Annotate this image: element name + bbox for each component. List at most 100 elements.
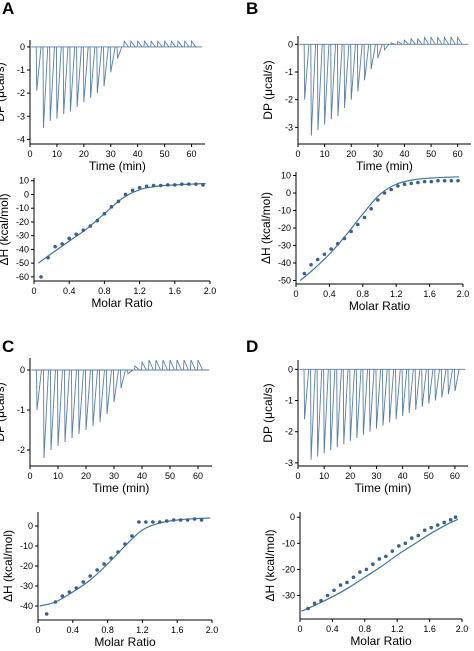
injection-peak [317,44,323,131]
data-point [389,187,393,192]
injection-peak [62,46,69,114]
isotherm-y-axis-label: ΔH (kcal/mol) [263,529,277,601]
injection-peak [85,369,91,431]
fit-curve [299,176,459,281]
injection-peak [96,46,103,94]
isotherm-x-tick-label: 1.2 [133,286,146,296]
thermogram-y-tick-label: -3 [285,122,293,132]
isotherm-y-tick-label: 0 [286,188,291,198]
data-point [453,515,458,520]
injection-peak [323,44,330,125]
injection-peak [130,39,136,48]
thermogram-x-tick-label: 30 [106,149,116,159]
data-point [322,252,327,257]
data-point [422,179,427,184]
injection-peak [410,37,416,45]
injection-peak [453,369,460,392]
injection-peak [382,369,388,426]
thermogram-y-axis-label: DP (μcal/s) [261,383,275,442]
isotherm-y-tick-label: -10 [282,538,295,548]
injection-peak [49,46,55,121]
isotherm-x-tick-label: 2.0 [206,625,219,635]
fit-curve [38,182,206,264]
injection-peak [134,365,140,371]
isotherm-y-axis-label: ΔH (kcal/mol) [259,192,273,264]
thermogram-y-tick-label: -1 [17,65,25,75]
isotherm-x-tick-label: 0.4 [323,289,336,299]
data-point [377,557,382,561]
data-point [165,183,170,187]
isotherm-y-tick-label: 10 [19,176,29,186]
isotherm-x-axis-label: Molar Ratio [350,634,412,648]
injection-peak [123,39,129,48]
data-point [144,184,149,189]
data-point [81,580,86,584]
data-point [151,520,155,524]
thermogram-x-tick-label: 50 [424,471,434,481]
injection-peak [64,369,70,443]
injection-peak [148,359,154,371]
injection-peak [330,44,336,120]
injection-peak [170,39,177,48]
data-point [416,533,421,538]
injection-peak [127,369,133,375]
data-point [396,184,400,188]
injection-peak [89,46,96,98]
thermogram-y-tick-label: -1 [285,67,293,77]
isotherm-x-tick-label: 0 [35,625,40,635]
thermogram-x-tick-label: 20 [81,471,91,481]
isotherm-x-axis-label: Molar Ratio [91,296,153,310]
injection-peak [109,46,116,73]
data-point [185,518,190,522]
injection-peak [390,42,396,45]
injection-peak [162,359,168,371]
injection-peak [323,369,329,454]
isotherm-x-tick-label: 2.0 [457,289,470,299]
thermogram-y-tick-label: -4 [17,134,25,144]
isotherm-x-tick-label: 1.2 [390,289,403,299]
data-point [335,241,340,246]
thermogram-y-tick-label: -2 [285,95,293,105]
data-point [67,590,72,594]
isotherm-x-tick-label: 0.8 [101,625,114,635]
data-point [349,229,353,234]
injection-peak [92,369,98,427]
injection-peak [350,44,356,100]
data-point [315,257,320,262]
data-point [74,586,79,590]
thermogram-x-axis-label: Time (min) [93,481,150,495]
isotherm-y-tick-label: -50 [278,276,291,286]
isotherm-y-tick-label: -30 [282,591,295,601]
injection-peak [416,37,423,45]
data-point [109,205,114,209]
thermogram-x-axis-label: Time (min) [89,159,146,173]
data-point [74,232,79,237]
isotherm-y-tick-label: -20 [282,564,295,574]
data-point [371,562,375,566]
data-point [376,198,380,202]
panel-a: A 0 10 20 30 40 50 60 0 -1 -2 -3 -4 Time (min) DP (μca… [0,0,216,310]
data-point [102,562,106,566]
data-point [456,178,460,183]
injection-peak [310,44,317,136]
isotherm-y-tick-label: 10 [281,171,291,181]
injection-peak [50,369,56,451]
data-point [309,262,313,267]
fit-curve [301,518,459,612]
isotherm-y-tick-label: -20 [20,561,33,571]
injection-peak [450,35,456,45]
isotherm-y-tick-label: -30 [278,241,291,251]
injection-peak [368,369,375,432]
thermogram-y-tick-label: -2 [17,88,25,98]
injection-peak [99,369,105,423]
data-point [442,178,447,183]
thermogram-x-tick-label: 30 [109,471,119,481]
injection-peak [329,369,336,451]
injection-peak [447,369,454,395]
data-point [338,583,343,587]
isotherm-x-tick-label: 1.2 [391,624,404,634]
injection-peak [375,369,382,429]
data-point [355,222,360,227]
data-point [302,271,307,276]
data-point [402,182,407,187]
